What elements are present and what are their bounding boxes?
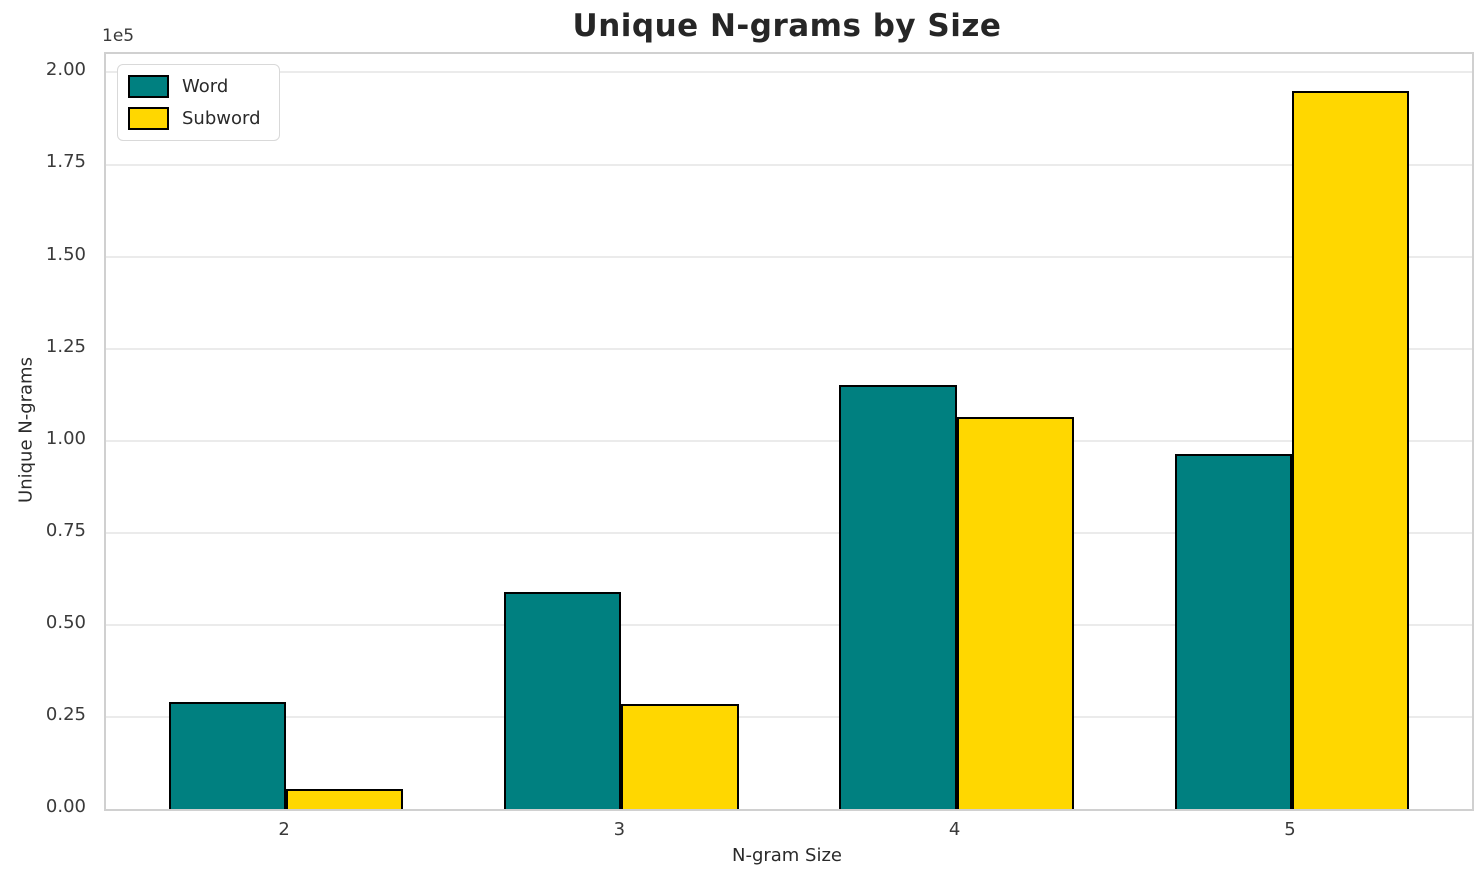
- legend-item-word: Word: [128, 75, 261, 98]
- y-tick-label: 1.00: [45, 427, 86, 449]
- y-tick-label: 1.75: [45, 151, 86, 173]
- legend-swatch-subword: [128, 107, 169, 130]
- x-tick-label: 5: [1284, 819, 1296, 840]
- gridline: [106, 347, 1472, 350]
- y-tick-label: 2.00: [45, 59, 86, 81]
- bar-word-ngram-2: [168, 702, 287, 809]
- legend-swatch-word: [128, 75, 169, 98]
- gridline: [106, 623, 1472, 626]
- y-axis-label: Unique N-grams: [15, 357, 37, 503]
- gridline: [106, 255, 1472, 258]
- gridline: [106, 163, 1472, 166]
- legend: Word Subword: [117, 64, 280, 141]
- legend-label-subword: Subword: [182, 107, 261, 129]
- gridline: [106, 71, 1472, 74]
- bar-word-ngram-5: [1174, 453, 1292, 809]
- legend-label-word: Word: [182, 75, 229, 97]
- bar-subword-ngram-2: [286, 789, 404, 809]
- x-tick-label: 2: [278, 819, 290, 840]
- x-tick-label: 4: [948, 819, 961, 840]
- x-tick-label: 3: [613, 819, 626, 840]
- y-tick-label: 1.25: [45, 335, 86, 357]
- bar-word-ngram-3: [503, 591, 622, 809]
- y-tick-label: 0.00: [45, 796, 86, 817]
- bar-subword-ngram-4: [956, 416, 1074, 809]
- gridline: [106, 531, 1472, 534]
- gridline: [106, 439, 1472, 442]
- chart-title: Unique N-grams by Size: [572, 8, 1002, 44]
- y-axis-offset-label: 1e5: [102, 26, 135, 46]
- gridline: [106, 715, 1472, 718]
- bar-subword-ngram-3: [621, 704, 739, 809]
- y-tick-label: 0.50: [45, 611, 86, 633]
- bar-subword-ngram-5: [1291, 90, 1410, 809]
- plot-area: Word Subword: [104, 52, 1474, 811]
- bar-word-ngram-4: [839, 385, 957, 809]
- y-tick-label: 0.25: [45, 703, 86, 725]
- y-tick-label: 0.75: [45, 519, 86, 541]
- legend-item-subword: Subword: [128, 107, 261, 130]
- x-axis-label: N-gram Size: [731, 845, 843, 866]
- y-tick-label: 1.50: [45, 243, 86, 265]
